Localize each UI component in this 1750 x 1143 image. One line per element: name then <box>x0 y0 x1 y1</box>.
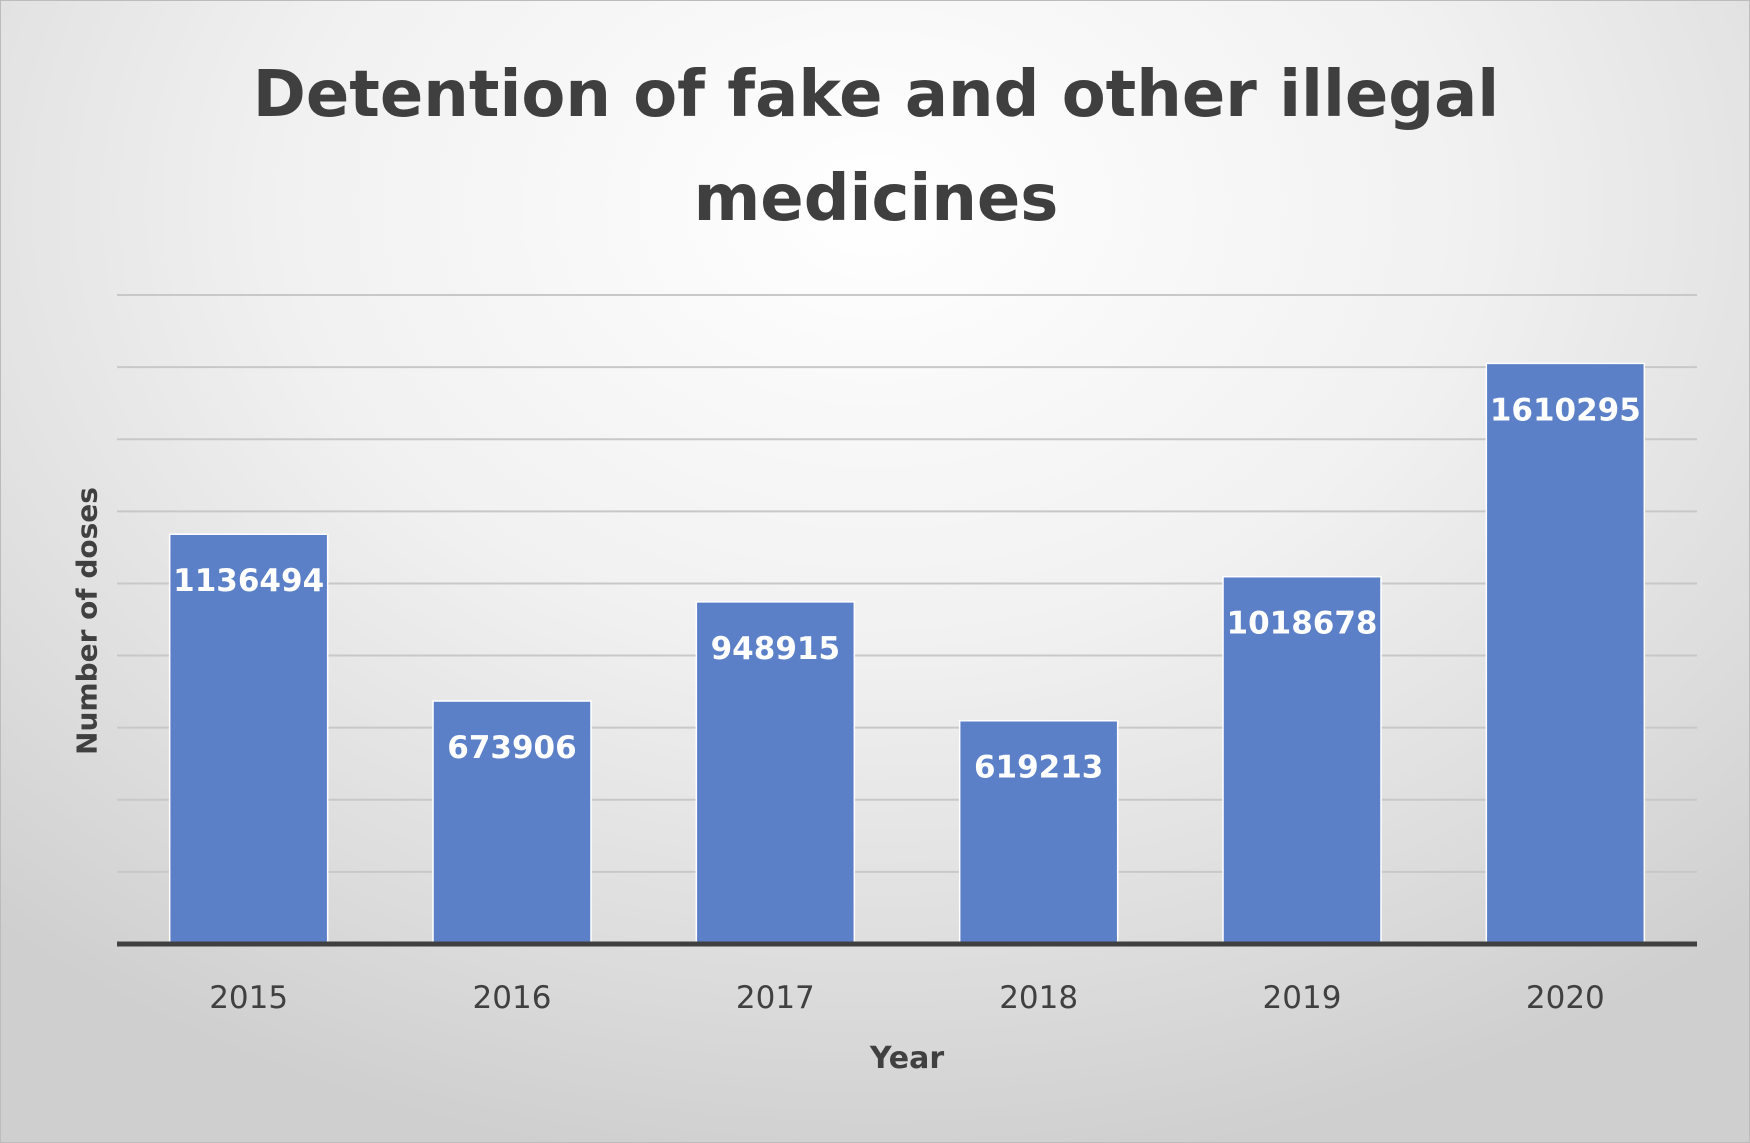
data-label-2017: 948915 <box>711 631 840 667</box>
data-label-2018: 619213 <box>974 750 1103 786</box>
data-label-2019: 1018678 <box>1227 606 1378 642</box>
x-tick-label-2016: 2016 <box>473 980 552 1016</box>
gridlines <box>117 294 1697 873</box>
x-tick-label-2020: 2020 <box>1526 980 1605 1016</box>
bars <box>168 362 1646 945</box>
data-label-2020: 1610295 <box>1490 392 1641 428</box>
bar-2017 <box>695 601 856 945</box>
bar-2016 <box>432 700 592 945</box>
x-tick-label-2017: 2017 <box>736 980 815 1016</box>
labels: 1136494 2015 673906 2016 948915 2017 619213 201… <box>173 392 1641 1016</box>
x-axis-title: Year <box>869 1041 945 1076</box>
x-tick-label-2015: 2015 <box>209 980 288 1016</box>
data-label-2016: 673906 <box>447 730 576 766</box>
x-tick-label-2018: 2018 <box>999 980 1078 1016</box>
bar-2020 <box>1485 362 1646 945</box>
data-label-2015: 1136494 <box>173 563 324 599</box>
bar-2019 <box>1222 575 1382 945</box>
bar-2018 <box>958 719 1119 945</box>
bar-2015 <box>168 533 329 945</box>
x-tick-label-2019: 2019 <box>1263 980 1342 1016</box>
chart-title: Detention of fake and other illegal medi… <box>252 58 1500 236</box>
